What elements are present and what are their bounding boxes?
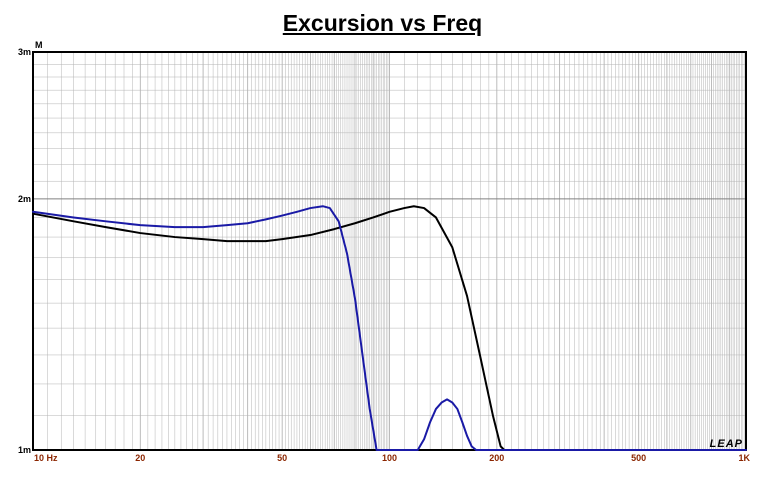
- y-tick-label: 1m: [18, 445, 31, 455]
- grid-major: [33, 52, 746, 450]
- chart-title: Excursion vs Freq: [282, 10, 483, 36]
- series-layer: [32, 205, 747, 451]
- series-line-blue: [32, 205, 747, 451]
- x-tick-label: 500: [631, 453, 646, 463]
- x-tick-label: 200: [489, 453, 504, 463]
- x-tick-label: 100: [382, 453, 397, 463]
- x-axis-ticks: 10 Hz 20 50 100 200 500 1K: [34, 453, 750, 463]
- series-line-black: [32, 205, 747, 451]
- x-tick-label: 10 Hz: [34, 453, 58, 463]
- x-tick-label: 1K: [738, 453, 750, 463]
- x-tick-label: 20: [135, 453, 145, 463]
- x-tick-label: 50: [277, 453, 287, 463]
- y-axis-unit-label: M: [35, 40, 43, 50]
- y-tick-label: 3m: [18, 47, 31, 57]
- y-axis-ticks: 3m 2m 1m: [18, 47, 31, 455]
- y-tick-label: 2m: [18, 194, 31, 204]
- leap-watermark: LEAP: [710, 438, 743, 450]
